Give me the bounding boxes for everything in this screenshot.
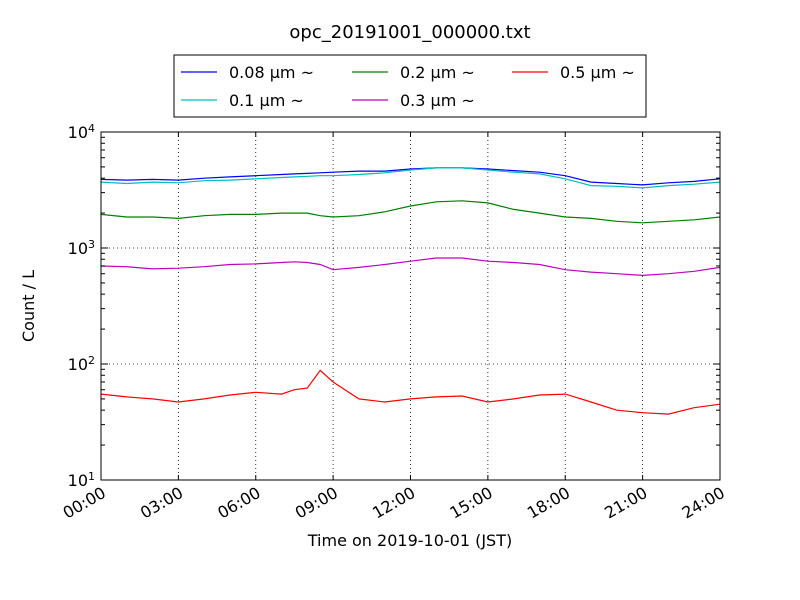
- legend-frame: [173, 54, 647, 118]
- x-tick-label: 15:00: [446, 483, 495, 523]
- y-tick-label: 103: [68, 238, 95, 259]
- chart-title: opc_20191001_000000.txt: [289, 22, 530, 43]
- series-line: [100, 200, 721, 224]
- x-tick-label: 18:00: [524, 483, 573, 523]
- y-tick-label-base: 10: [68, 239, 88, 258]
- x-tick-label: 21:00: [601, 483, 650, 523]
- series-line: [100, 257, 721, 277]
- x-tick-label: 24:00: [679, 483, 728, 523]
- legend-label: 0.2 μm ~: [400, 63, 475, 82]
- y-tick-label-exponent: 1: [88, 470, 95, 483]
- y-tick-label-base: 10: [68, 355, 88, 374]
- ticks: [100, 131, 721, 481]
- legend-label: 0.08 μm ~: [229, 63, 314, 82]
- legend-label: 0.1 μm ~: [229, 91, 304, 110]
- x-tick-label: 09:00: [292, 483, 341, 523]
- series-line: [100, 369, 721, 415]
- y-axis-label: Count / L: [19, 270, 38, 342]
- series-line: [100, 167, 721, 189]
- x-tick-labels: 00:00 03:00 06:00 09:00 12:00 15:00 18:00 21:00…: [60, 483, 728, 523]
- x-tick-label: 12:00: [369, 483, 418, 523]
- y-tick-label: 101: [68, 470, 95, 491]
- y-tick-label-base: 10: [68, 471, 88, 490]
- series-line: [100, 167, 721, 186]
- y-tick-label: 104: [68, 122, 95, 143]
- y-tick-label-exponent: 2: [88, 354, 95, 367]
- y-tick-label-exponent: 3: [88, 238, 95, 251]
- y-tick-label-base: 10: [68, 123, 88, 142]
- y-tick-label: 102: [68, 354, 95, 375]
- legend-label: 0.5 μm ~: [560, 63, 635, 82]
- legend-label: 0.3 μm ~: [400, 91, 475, 110]
- x-tick-label: 03:00: [137, 483, 186, 523]
- series-lines: [100, 167, 721, 415]
- x-axis-label: Time on 2019-10-01 (JST): [307, 531, 512, 550]
- x-tick-label: 06:00: [214, 483, 263, 523]
- y-tick-label-exponent: 4: [88, 122, 95, 135]
- legend: 0.08 μm ~ 0.1 μm ~ 0.2 μm ~ 0.3 μm ~ 0.5 μm …: [173, 54, 647, 118]
